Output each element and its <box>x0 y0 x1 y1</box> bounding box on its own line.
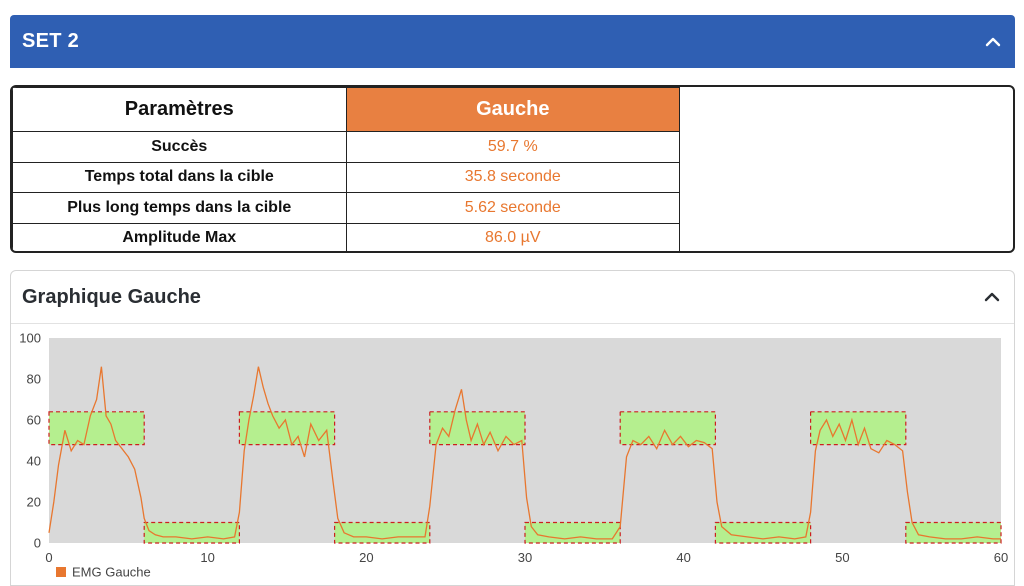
chart-card: Graphique Gauche 0 20 40 60 80 100 0 10 20 30 40 5… <box>10 270 1015 586</box>
param-value: 59.7 % <box>345 131 681 163</box>
param-label: Succès <box>12 131 347 163</box>
y-tick-label: 20 <box>27 495 41 510</box>
chart-title: Graphique Gauche <box>22 285 201 308</box>
target-zone <box>143 521 240 544</box>
param-value: 35.8 seconde <box>345 161 681 193</box>
target-zone <box>809 411 907 446</box>
parameters-table: Paramètres Gauche Succès 59.7 % Temps to… <box>12 87 681 251</box>
table-row: Succès 59.7 % <box>12 131 681 163</box>
chevron-up-icon[interactable] <box>984 289 1000 305</box>
param-label: Amplitude Max <box>12 222 347 251</box>
x-tick-label: 10 <box>200 550 214 565</box>
target-zone <box>524 521 621 544</box>
legend-label: EMG Gauche <box>72 565 151 580</box>
param-label: Temps total dans la cible <box>12 161 347 193</box>
emg-series-line <box>48 366 1001 540</box>
x-tick-label: 0 <box>45 550 52 565</box>
legend-swatch <box>56 567 66 577</box>
target-zone <box>905 521 1002 544</box>
target-zone <box>334 521 431 544</box>
param-value: 86.0 µV <box>345 222 681 251</box>
x-tick-label: 30 <box>518 550 532 565</box>
table-row: Amplitude Max 86.0 µV <box>12 222 681 251</box>
y-tick-label: 80 <box>27 372 41 387</box>
x-tick-label: 40 <box>676 550 690 565</box>
y-tick-label: 0 <box>34 536 41 551</box>
x-tick-label: 50 <box>835 550 849 565</box>
emg-chart: 0 20 40 60 80 100 0 10 20 30 40 50 60 EMG Gauche <box>19 331 1008 580</box>
y-tick-label: 40 <box>27 454 41 469</box>
left-column-header: Gauche <box>345 87 681 132</box>
table-row: Plus long temps dans la cible 5.62 secon… <box>12 192 681 224</box>
chevron-up-icon[interactable] <box>985 34 1001 50</box>
target-zone <box>429 411 526 446</box>
set-panel-header[interactable]: SET 2 <box>10 15 1015 68</box>
parameters-header-row: Paramètres Gauche <box>12 87 681 132</box>
target-zone <box>619 411 717 446</box>
chart-header[interactable]: Graphique Gauche <box>11 271 1014 324</box>
y-tick-label: 100 <box>19 331 41 346</box>
x-tick-label: 60 <box>994 550 1008 565</box>
parameters-card: Paramètres Gauche Succès 59.7 % Temps to… <box>10 85 1015 253</box>
set-title: SET 2 <box>22 30 80 52</box>
target-zone <box>48 411 145 446</box>
param-column-header: Paramètres <box>12 87 347 132</box>
y-tick-label: 60 <box>27 413 41 428</box>
param-label: Plus long temps dans la cible <box>12 192 347 224</box>
x-tick-label: 20 <box>359 550 373 565</box>
table-row: Temps total dans la cible 35.8 seconde <box>12 161 681 193</box>
param-value: 5.62 seconde <box>345 192 681 224</box>
